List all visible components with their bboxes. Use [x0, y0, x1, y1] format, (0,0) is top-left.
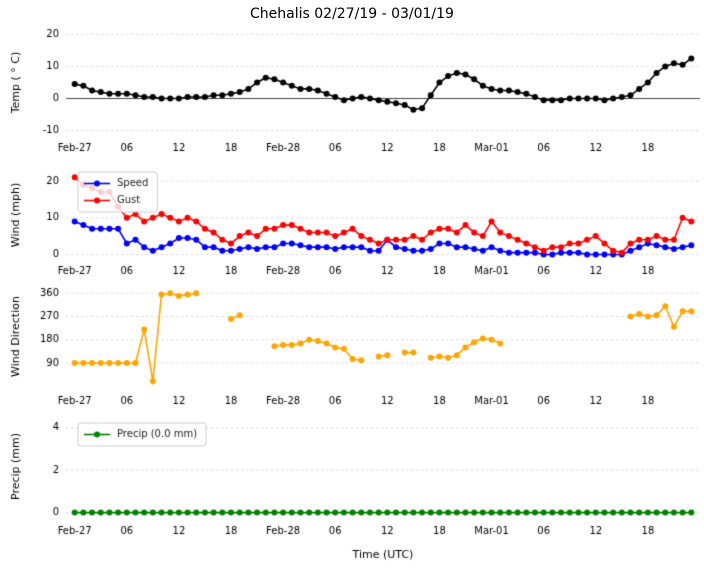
chart-title: Chehalis 02/27/19 - 03/01/19: [250, 6, 454, 22]
